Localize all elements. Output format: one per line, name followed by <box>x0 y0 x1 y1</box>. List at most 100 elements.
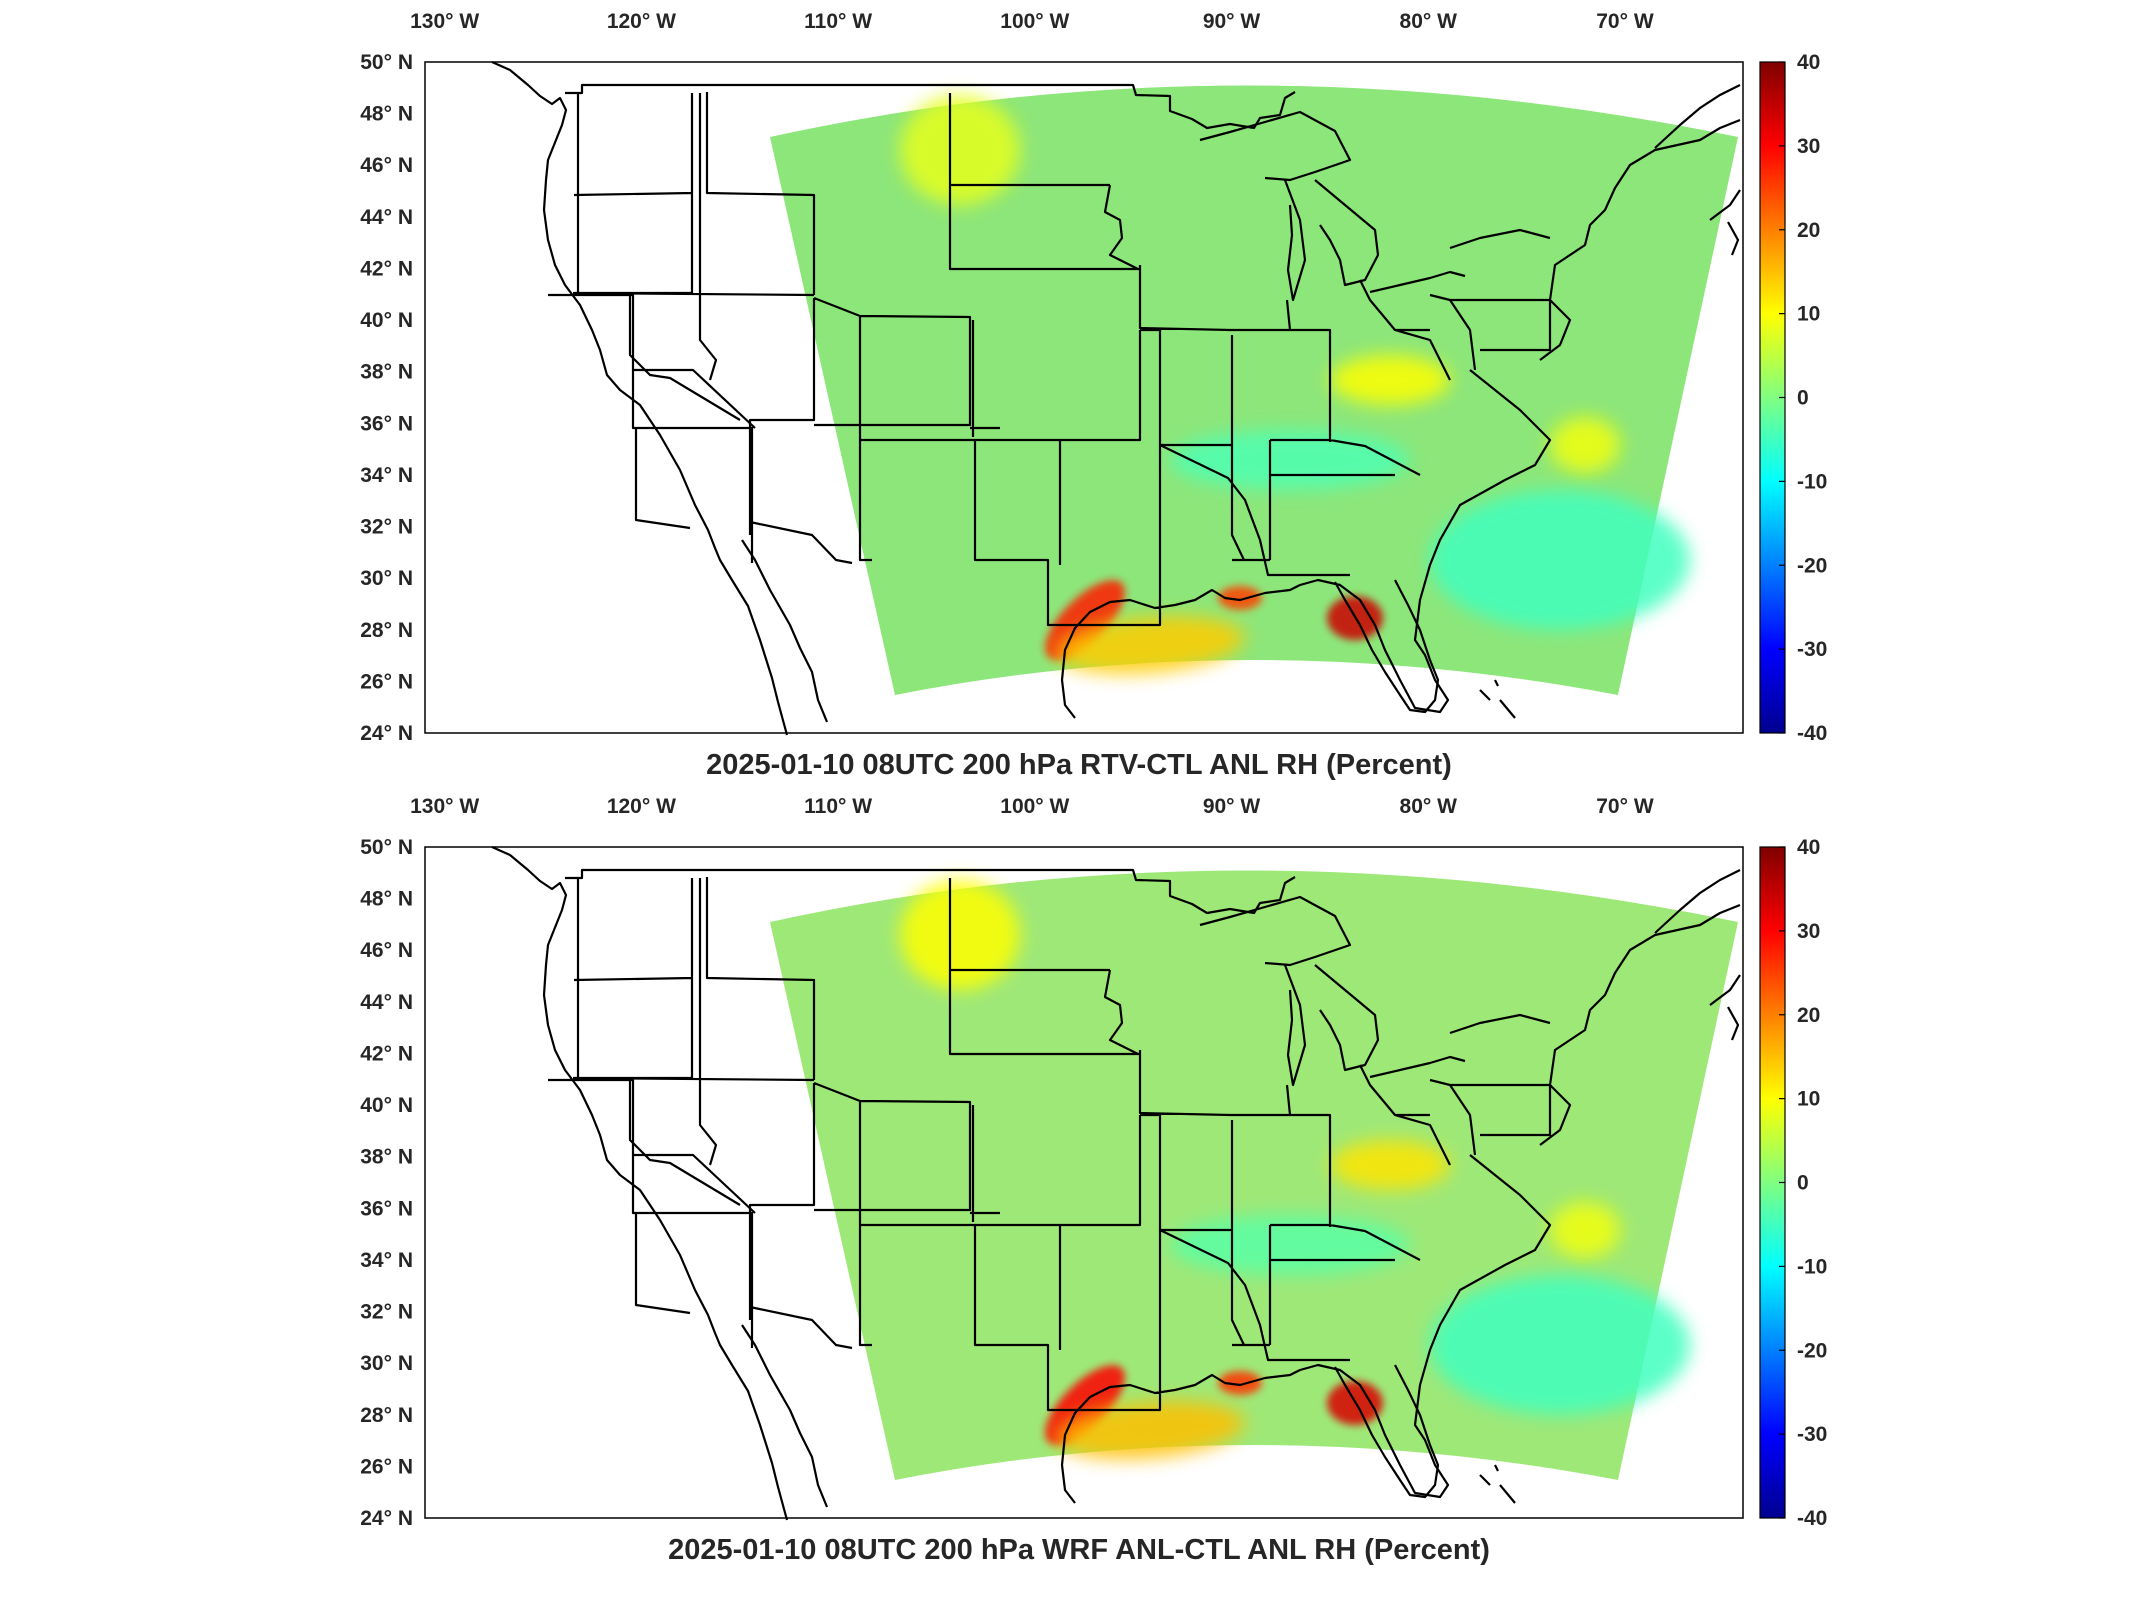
map-outlines <box>491 60 1741 736</box>
state-borders <box>573 877 1741 1504</box>
anomaly-blob <box>1430 1275 1690 1415</box>
lat-tick-label: 42° N <box>360 1042 413 1065</box>
lat-tick-label: 42° N <box>360 257 413 280</box>
anomaly-blob <box>1218 1371 1262 1395</box>
map-plot-area <box>491 60 1741 736</box>
colorbar-tick-label: 30 <box>1797 920 1820 943</box>
lat-tick-label: 36° N <box>360 412 413 435</box>
lat-tick-label: 36° N <box>360 1197 413 1220</box>
lat-tick-label: 46° N <box>360 939 413 962</box>
lat-tick-label: 34° N <box>360 1249 413 1272</box>
lat-tick-label: 48° N <box>360 888 413 911</box>
map-outlines <box>491 845 1741 1521</box>
baja-california-inner-coast <box>741 539 829 723</box>
lon-tick-label: 90° W <box>1203 795 1261 818</box>
lon-tick-label: 120° W <box>607 10 676 33</box>
northeast-canada-coast <box>1654 869 1741 1041</box>
lat-tick-label: 50° N <box>360 51 413 74</box>
colorbar-tick-label: 0 <box>1797 1172 1809 1195</box>
anomaly-blob <box>1550 417 1620 473</box>
colorbar-tick-label: -10 <box>1797 470 1827 493</box>
western-state-borders <box>548 93 756 563</box>
lat-tick-label: 24° N <box>360 1507 413 1530</box>
lon-tick-label: 70° W <box>1596 10 1654 33</box>
colorbar-tick-label: 10 <box>1797 1088 1820 1111</box>
lon-tick-label: 90° W <box>1203 10 1261 33</box>
anomaly-blob <box>1550 1202 1620 1258</box>
colorbar: 40 30 20 10 0 -10 -20 -30 -40 <box>1759 51 1827 745</box>
pacific-coastline <box>491 845 789 1521</box>
chart-title: 2025-01-10 08UTC 200 hPa WRF ANL-CTL ANL… <box>668 1534 1490 1566</box>
latitude-tick-labels: 50° N 48° N 46° N 44° N 42° N 40° N 38° N 36° N… <box>360 51 413 745</box>
anomaly-blob <box>1218 586 1262 610</box>
florida-peninsula <box>1334 1364 1440 1499</box>
lon-tick-label: 130° W <box>410 795 479 818</box>
map-frame <box>424 846 1744 1519</box>
anomaly-blob <box>900 880 1020 990</box>
colorbar-tick-label: 10 <box>1797 303 1820 326</box>
anomaly-features <box>900 95 1690 675</box>
canada-border <box>565 83 1296 130</box>
western-state-borders <box>548 878 756 1348</box>
lon-tick-label: 80° W <box>1400 10 1458 33</box>
great-lakes <box>1199 110 1551 302</box>
chart-title: 2025-01-10 08UTC 200 hPa RTV-CTL ANL RH … <box>706 749 1452 781</box>
anomaly-blob <box>1430 490 1690 630</box>
lat-tick-label: 26° N <box>360 1455 413 1478</box>
lat-tick-label: 44° N <box>360 991 413 1014</box>
latitude-tick-labels: 50° N 48° N 46° N 44° N 42° N 40° N 38° N 36° N… <box>360 836 413 1530</box>
lon-tick-label: 120° W <box>607 795 676 818</box>
lat-tick-label: 30° N <box>360 567 413 590</box>
colorbar-tick-label: 20 <box>1797 219 1820 242</box>
map-panel-rtv-ctl: 130° W 120° W 110° W 100° W 90° W 80° W 70° W … <box>360 10 1827 781</box>
colorbar-tick-label: -30 <box>1797 1423 1827 1446</box>
lat-tick-label: 32° N <box>360 516 413 539</box>
longitude-tick-labels: 130° W 120° W 110° W 100° W 90° W 80° W 70° W <box>410 10 1654 33</box>
lat-tick-label: 50° N <box>360 836 413 859</box>
anomaly-blob <box>1055 1400 1245 1460</box>
florida-peninsula <box>1334 579 1440 714</box>
lat-tick-label: 48° N <box>360 103 413 126</box>
anomaly-blob <box>1330 355 1450 405</box>
lon-tick-label: 110° W <box>804 10 872 33</box>
colorbar-tick-labels: 40 30 20 10 0 -10 -20 -30 -40 <box>1779 836 1827 1530</box>
longitude-tick-labels: 130° W 120° W 110° W 100° W 90° W 80° W 70° W <box>410 795 1654 818</box>
colorbar-tick-label: -20 <box>1797 1339 1827 1362</box>
baja-california-inner-coast <box>741 1324 829 1508</box>
colorbar-tick-labels: 40 30 20 10 0 -10 -20 -30 -40 <box>1779 51 1827 745</box>
great-lakes <box>1199 895 1551 1087</box>
canada-border <box>565 868 1296 915</box>
anomaly-blob <box>1330 1140 1450 1190</box>
anomaly-blob <box>1055 615 1245 675</box>
anomaly-blob <box>900 95 1020 205</box>
lat-tick-label: 26° N <box>360 670 413 693</box>
lat-tick-label: 32° N <box>360 1301 413 1324</box>
colorbar-tick-label: -40 <box>1797 1507 1827 1530</box>
map-frame <box>424 61 1744 734</box>
lat-tick-label: 44° N <box>360 206 413 229</box>
colorbar-tick-label: 30 <box>1797 135 1820 158</box>
colorbar: 40 30 20 10 0 -10 -20 -30 -40 <box>1759 836 1827 1530</box>
lat-tick-label: 40° N <box>360 309 413 332</box>
state-borders <box>573 92 1741 719</box>
colorbar-tick-label: -40 <box>1797 722 1827 745</box>
lat-tick-label: 34° N <box>360 464 413 487</box>
lon-tick-label: 130° W <box>410 10 479 33</box>
lon-tick-label: 70° W <box>1596 795 1654 818</box>
lat-tick-label: 28° N <box>360 619 413 642</box>
lon-tick-label: 80° W <box>1400 795 1458 818</box>
colorbar-tick-label: 40 <box>1797 51 1820 74</box>
lat-tick-label: 38° N <box>360 1146 413 1169</box>
lat-tick-label: 24° N <box>360 722 413 745</box>
lat-tick-label: 28° N <box>360 1404 413 1427</box>
lat-tick-label: 30° N <box>360 1352 413 1375</box>
atlantic-islands <box>1479 1464 1516 1504</box>
colorbar-tick-label: 40 <box>1797 836 1820 859</box>
map-plot-area <box>491 845 1741 1521</box>
lat-tick-label: 38° N <box>360 361 413 384</box>
colorbar-tick-label: 0 <box>1797 387 1809 410</box>
lat-tick-label: 40° N <box>360 1094 413 1117</box>
colorbar-tick-label: -20 <box>1797 554 1827 577</box>
atlantic-islands <box>1479 679 1516 719</box>
